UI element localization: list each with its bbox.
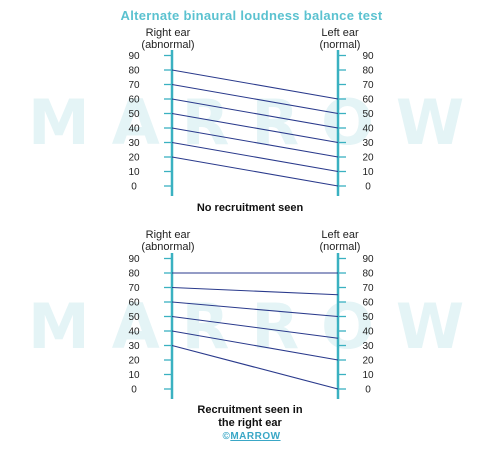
top-left-tick-label-50: 50 <box>362 109 374 120</box>
top-right-tick-label-50: 50 <box>128 109 140 120</box>
top-right-tick-label-30: 30 <box>128 138 140 149</box>
top-left-tick-label-60: 60 <box>362 95 374 106</box>
top-right-tick-label-80: 80 <box>128 66 140 77</box>
logo-symbol: © <box>222 431 231 442</box>
top-right-tick-label-40: 40 <box>128 124 140 135</box>
top-right-ear-label-line2: (abnormal) <box>141 39 195 51</box>
bottom-right-tick-label-0: 0 <box>131 385 137 396</box>
bottom-right-tick-label-70: 70 <box>128 283 140 294</box>
top-right-tick-label-10: 10 <box>128 167 140 178</box>
bottom-left-ear-label-line2: (normal) <box>319 241 361 253</box>
bottom-left-tick-label-60: 60 <box>362 298 374 309</box>
top-balance-line-5 <box>171 127 339 158</box>
bottom-left-tick-label-20: 20 <box>362 356 374 367</box>
bottom-right-tick-label-50: 50 <box>128 312 140 323</box>
bottom-left-tick-label-90: 90 <box>362 254 374 265</box>
diagram-title: Alternate binaural loudness balance test <box>120 8 383 23</box>
bottom-right-tick-label-80: 80 <box>128 269 140 280</box>
bottom-left-tick-label-30: 30 <box>362 341 374 352</box>
top-balance-line-7 <box>171 156 339 187</box>
bottom-left-tick-label-70: 70 <box>362 283 374 294</box>
top-caption: No recruitment seen <box>150 202 350 215</box>
top-left-tick-label-70: 70 <box>362 80 374 91</box>
marrow-logo: ©MARROW <box>0 431 503 442</box>
bottom-balance-line-6 <box>171 344 339 390</box>
top-left-ear-label-line1: Left ear <box>321 27 359 39</box>
top-left-tick-label-0: 0 <box>365 182 371 193</box>
bottom-right-tick-label-90: 90 <box>128 254 140 265</box>
top-balance-line-1 <box>171 69 339 100</box>
top-right-tick-label-70: 70 <box>128 80 140 91</box>
bottom-caption-line1: Recruitment seen in <box>197 404 303 416</box>
top-left-ear-label: Left ear (normal) <box>300 27 380 51</box>
top-left-tick-label-10: 10 <box>362 167 374 178</box>
top-balance-line-3 <box>171 98 339 129</box>
bottom-balance-line-5 <box>171 330 339 361</box>
bottom-caption: Recruitment seen in the right ear <box>150 404 350 430</box>
top-left-tick-label-40: 40 <box>362 124 374 135</box>
bottom-left-tick-label-0: 0 <box>365 385 371 396</box>
bottom-left-tick-label-40: 40 <box>362 327 374 338</box>
top-left-ear-label-line2: (normal) <box>319 39 361 51</box>
top-left-tick-label-90: 90 <box>362 51 374 62</box>
top-right-tick-label-90: 90 <box>128 51 140 62</box>
bottom-right-tick-label-20: 20 <box>128 356 140 367</box>
watermark-top: MARROW <box>28 86 487 159</box>
bottom-right-ear-label-line2: (abnormal) <box>141 241 195 253</box>
bottom-left-tick-label-80: 80 <box>362 269 374 280</box>
bottom-right-ear-label-line1: Right ear <box>145 229 191 241</box>
top-left-tick-label-20: 20 <box>362 153 374 164</box>
bottom-left-ear-label: Left ear (normal) <box>300 229 380 253</box>
top-right-ear-label-line1: Right ear <box>145 27 191 39</box>
bottom-balance-line-2 <box>171 286 339 296</box>
top-caption-line1: No recruitment seen <box>196 202 304 214</box>
bottom-right-ear-label: Right ear (abnormal) <box>128 229 208 253</box>
top-balance-line-6 <box>171 141 339 173</box>
bottom-right-tick-label-60: 60 <box>128 298 140 309</box>
top-left-tick-label-80: 80 <box>362 66 374 77</box>
bottom-right-tick-label-40: 40 <box>128 327 140 338</box>
bottom-balance-line-4 <box>171 315 339 339</box>
top-balance-line-4 <box>171 112 339 144</box>
top-left-tick-label-30: 30 <box>362 138 374 149</box>
top-balance-line-2 <box>171 83 339 115</box>
top-right-tick-label-20: 20 <box>128 153 140 164</box>
bottom-left-tick-label-10: 10 <box>362 370 374 381</box>
bottom-balance-line-3 <box>171 301 339 318</box>
top-right-tick-label-60: 60 <box>128 95 140 106</box>
top-right-tick-label-0: 0 <box>131 182 137 193</box>
bottom-right-tick-label-30: 30 <box>128 341 140 352</box>
bottom-right-tick-label-10: 10 <box>128 370 140 381</box>
logo-text: MARROW <box>230 431 281 442</box>
bottom-left-ear-label-line1: Left ear <box>321 229 359 241</box>
bottom-left-tick-label-50: 50 <box>362 312 374 323</box>
bottom-caption-line2: the right ear <box>218 417 282 429</box>
top-right-ear-label: Right ear (abnormal) <box>128 27 208 51</box>
